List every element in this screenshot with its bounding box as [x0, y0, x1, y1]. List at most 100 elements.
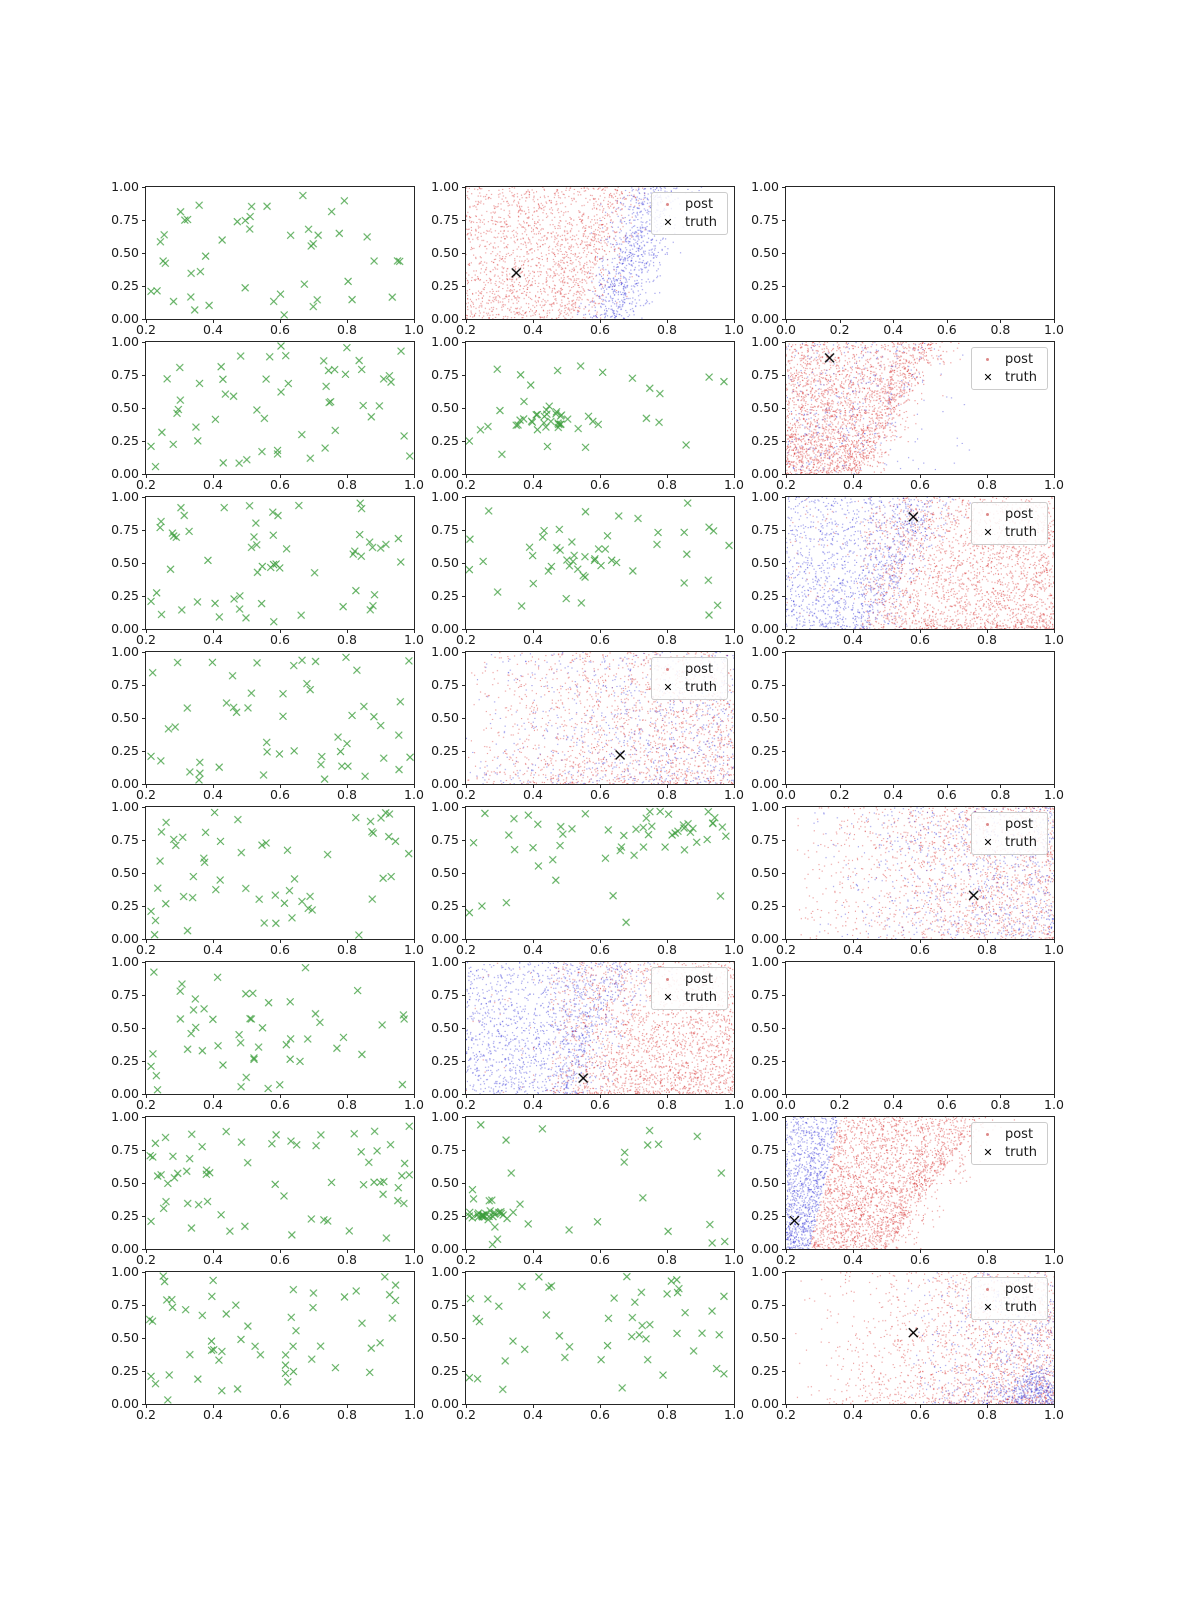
x-tick-mark	[414, 939, 415, 943]
x-tick-label: 0.0	[776, 787, 796, 802]
y-tick-mark	[782, 652, 786, 653]
x-tick-label: 0.4	[203, 477, 223, 492]
x-tick-label: 0.2	[136, 322, 156, 337]
plot-legend: post ✕ truth	[650, 967, 728, 1010]
legend-post-entry: post	[980, 817, 1037, 832]
legend-post-label: post	[684, 197, 714, 212]
y-tick-mark	[462, 474, 466, 475]
subplot-r3-c1: 1.00 0.75 0.50 0.25 0.00 0.2 0.4 0.6 0.8 1.0 post ✕…	[431, 645, 744, 802]
subplot-r7-c0: 1.00 0.75 0.50 0.25 0.00 0.2 0.4 0.6 0.8 1.0	[111, 1265, 424, 1422]
legend-truth-entry: ✕ truth	[660, 680, 717, 695]
y-tick-label: 1.00	[751, 799, 779, 814]
y-tick-mark	[142, 840, 146, 841]
y-tick-mark	[142, 1117, 146, 1118]
y-tick-mark	[782, 906, 786, 907]
y-tick-label: 0.75	[431, 522, 459, 537]
y-tick-mark	[462, 1404, 466, 1405]
x-tick-mark	[347, 939, 348, 943]
y-tick-label: 0.25	[111, 278, 139, 293]
y-tick-label: 0.75	[111, 677, 139, 692]
legend-truth-entry: ✕ truth	[980, 835, 1037, 850]
x-tick-mark	[853, 629, 854, 633]
subplot-r3-c2: 1.00 0.75 0.50 0.25 0.00 0.0 0.2 0.4 0.6 0.8 1.0	[751, 645, 1064, 802]
y-tick-mark	[782, 497, 786, 498]
x-tick-mark	[213, 1404, 214, 1408]
x-tick-label: 0.6	[270, 322, 290, 337]
y-tick-mark	[462, 962, 466, 963]
x-tick-mark	[280, 784, 281, 788]
x-tick-label: 0.6	[936, 787, 957, 802]
post-marker-icon	[660, 978, 676, 981]
subplot-r0-c2: 1.00 0.75 0.50 0.25 0.00 0.0 0.2 0.4 0.6 0.8 1.0	[751, 180, 1064, 337]
y-tick-label: 0.50	[111, 400, 139, 415]
x-tick-mark	[466, 1249, 467, 1253]
y-tick-label: 0.75	[431, 677, 459, 692]
x-tick-mark	[734, 939, 735, 943]
x-tick-mark	[280, 474, 281, 478]
x-tick-mark	[213, 1094, 214, 1098]
y-tick-mark	[462, 784, 466, 785]
y-tick-label: 1.00	[111, 489, 139, 504]
y-tick-mark	[782, 751, 786, 752]
x-tick-label: 0.8	[657, 632, 677, 647]
x-tick-mark	[280, 1404, 281, 1408]
x-tick-label: 0.4	[843, 477, 863, 492]
y-tick-mark	[142, 1183, 146, 1184]
subplot-r5-c1: 1.00 0.75 0.50 0.25 0.00 0.2 0.4 0.6 0.8 1.0 post ✕…	[431, 955, 744, 1112]
y-tick-mark	[462, 408, 466, 409]
x-tick-label: 0.0	[776, 322, 796, 337]
plot-legend: post ✕ truth	[970, 1122, 1048, 1165]
y-tick-mark	[142, 1028, 146, 1029]
x-tick-label: 0.2	[456, 1407, 476, 1422]
y-tick-label: 1.00	[751, 1264, 779, 1279]
y-tick-label: 0.00	[111, 931, 139, 946]
y-tick-mark	[782, 1061, 786, 1062]
subplot-r1-c2: 1.00 0.75 0.50 0.25 0.00 0.2 0.4 0.6 0.8 1.0 post ✕…	[751, 335, 1064, 492]
legend-post-entry: post	[660, 662, 717, 677]
y-tick-mark	[782, 596, 786, 597]
x-tick-label: 0.8	[990, 787, 1011, 802]
x-tick-mark	[667, 784, 668, 788]
x-tick-mark	[280, 1094, 281, 1098]
x-tick-label: 0.8	[990, 1097, 1011, 1112]
legend-truth-entry: ✕ truth	[980, 525, 1037, 540]
x-tick-label: 0.2	[456, 632, 476, 647]
y-tick-mark	[782, 685, 786, 686]
x-tick-mark	[533, 629, 534, 633]
scatter-canvas	[786, 652, 1054, 784]
y-tick-label: 1.00	[111, 334, 139, 349]
legend-post-label: post	[1004, 1282, 1034, 1297]
subplot-r0-c0: 1.00 0.75 0.50 0.25 0.00 0.2 0.4 0.6 0.8 1.0	[111, 180, 424, 337]
x-tick-label: 0.6	[270, 942, 290, 957]
x-tick-label: 0.8	[990, 322, 1011, 337]
y-tick-label: 0.50	[751, 1020, 779, 1035]
x-tick-label: 0.4	[883, 1097, 904, 1112]
y-tick-mark	[462, 652, 466, 653]
y-tick-mark	[462, 1183, 466, 1184]
y-tick-label: 0.00	[431, 1086, 459, 1101]
legend-truth-entry: ✕ truth	[980, 1300, 1037, 1315]
x-tick-mark	[414, 1249, 415, 1253]
y-tick-mark	[142, 906, 146, 907]
x-tick-label: 0.6	[590, 477, 610, 492]
y-tick-label: 0.50	[751, 710, 779, 725]
y-tick-mark	[782, 784, 786, 785]
scatter-canvas	[786, 962, 1054, 1094]
x-tick-mark	[533, 1249, 534, 1253]
y-tick-mark	[782, 375, 786, 376]
x-tick-label: 0.4	[883, 322, 904, 337]
plot-legend: post ✕ truth	[970, 812, 1048, 855]
y-tick-label: 0.25	[431, 278, 459, 293]
y-tick-label: 0.75	[751, 522, 779, 537]
y-tick-mark	[462, 840, 466, 841]
x-tick-mark	[734, 319, 735, 323]
y-tick-mark	[462, 629, 466, 630]
x-tick-label: 0.4	[523, 942, 543, 957]
x-tick-mark	[213, 629, 214, 633]
x-tick-label: 0.2	[136, 632, 156, 647]
y-tick-mark	[142, 1371, 146, 1372]
x-tick-label: 0.6	[910, 632, 930, 647]
x-tick-mark	[893, 784, 895, 788]
x-tick-mark	[786, 1249, 787, 1253]
x-tick-label: 0.8	[337, 1252, 357, 1267]
